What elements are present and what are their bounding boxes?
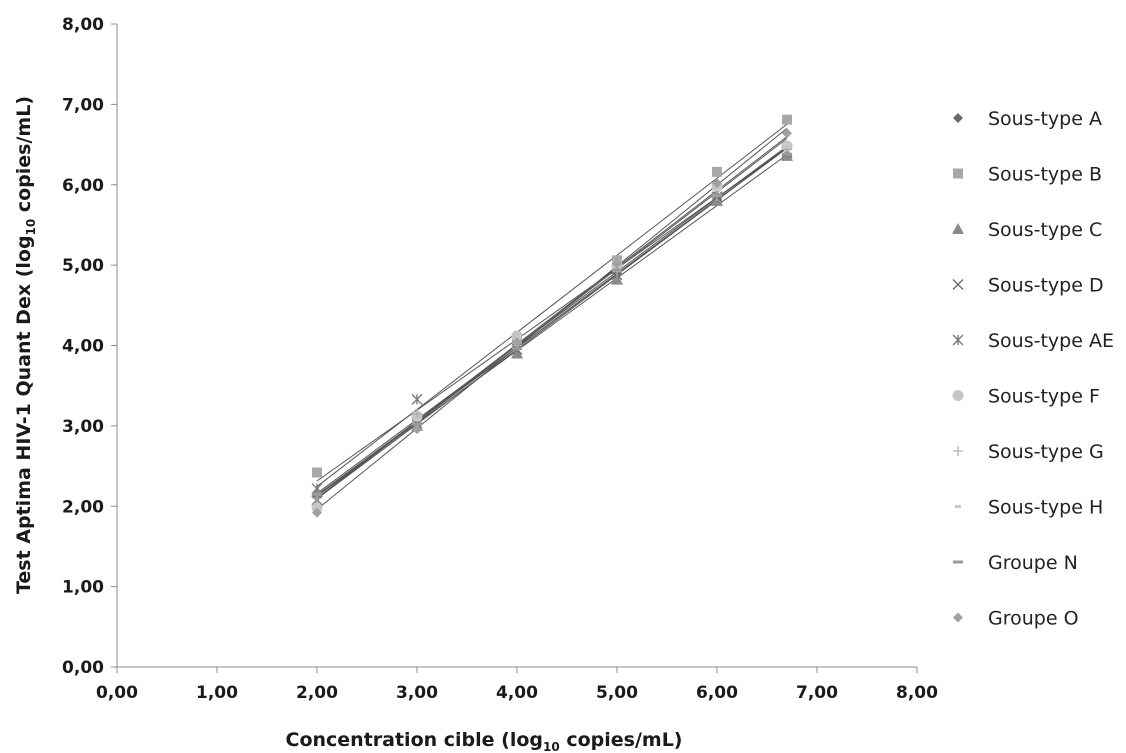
x-tick-label: 4,00 <box>496 683 538 703</box>
data-point <box>412 408 422 419</box>
y-axis-title-suffix: copies/mL) <box>13 96 35 219</box>
legend-marker <box>952 390 964 401</box>
trendline-group <box>316 123 788 510</box>
trendline-5 <box>316 147 788 482</box>
series-10-points <box>312 128 792 518</box>
data-point <box>312 507 322 518</box>
data-point <box>312 467 322 478</box>
legend-item: Sous-type A <box>953 108 1102 130</box>
data-point <box>612 258 622 269</box>
data-point <box>712 166 722 177</box>
legend-label: Sous-type A <box>988 108 1102 130</box>
y-tick-label: 4,00 <box>62 337 104 357</box>
legend-item: Sous-type D <box>952 275 1104 297</box>
data-point <box>511 330 523 342</box>
data-point <box>782 128 792 139</box>
legend-marker <box>952 223 964 234</box>
y-axis-title-subscript: 10 <box>24 219 38 236</box>
legend-marker <box>953 168 963 179</box>
y-tick-label: 1,00 <box>62 578 104 598</box>
legend-marker <box>952 279 964 290</box>
x-tick-label: 1,00 <box>196 683 238 703</box>
trendline-9 <box>316 147 788 496</box>
legend-marker <box>955 505 961 508</box>
x-tick-label: 8,00 <box>896 683 938 703</box>
data-point <box>782 114 792 125</box>
x-tick-label: 3,00 <box>396 683 438 703</box>
data-point <box>612 268 622 272</box>
legend-item: Sous-type H <box>955 497 1103 519</box>
data-point <box>414 417 420 421</box>
legend-label: Sous-type B <box>988 164 1102 186</box>
x-axis-title-prefix: Concentration cible (log <box>286 729 544 751</box>
y-tick-label: 8,00 <box>62 15 104 35</box>
legend-label: Groupe N <box>988 552 1078 574</box>
legend-marker <box>953 113 963 123</box>
data-point <box>712 192 722 196</box>
legend-marker <box>953 612 963 623</box>
data-point <box>311 483 323 495</box>
legend-item: Sous-type G <box>953 441 1104 463</box>
data-point <box>782 152 792 156</box>
y-tick-label: 2,00 <box>62 497 104 517</box>
data-point <box>784 143 790 147</box>
data-point-group <box>311 114 793 518</box>
series-2-points <box>312 114 792 478</box>
y-tick-label: 0,00 <box>62 658 104 678</box>
data-point <box>712 178 722 189</box>
data-point <box>412 424 422 435</box>
legend: Sous-type A Sous-type B Sous-type C Sous-ty… <box>952 108 1114 630</box>
x-tick-label: 6,00 <box>696 683 738 703</box>
x-tick-label: 7,00 <box>796 683 838 703</box>
legend-item: Sous-type AE <box>952 330 1114 352</box>
legend-label: Sous-type D <box>988 275 1104 297</box>
legend-item: Sous-type B <box>953 164 1102 186</box>
data-point <box>312 492 322 496</box>
trendline-7 <box>316 145 788 494</box>
legend-label: Sous-type C <box>988 219 1102 241</box>
x-tick-label: 2,00 <box>296 683 338 703</box>
data-point <box>512 347 522 351</box>
legend-item: Groupe N <box>953 552 1078 574</box>
data-point <box>512 337 522 348</box>
y-tick-label: 3,00 <box>62 417 104 437</box>
legend-marker <box>953 560 963 564</box>
legend-item: Sous-type F <box>952 386 1100 408</box>
data-point <box>411 393 423 405</box>
data-point <box>314 503 320 507</box>
legend-marker <box>953 446 963 456</box>
data-point <box>712 191 722 202</box>
y-axis-title-prefix: Test Aptima HIV-1 Quant Dex (log <box>13 235 35 594</box>
x-tick-label: 5,00 <box>596 683 638 703</box>
data-point <box>611 273 623 285</box>
y-tick-label: 6,00 <box>62 176 104 196</box>
legend-label: Sous-type AE <box>988 330 1114 352</box>
tick-group: 0,00 1,00 2,00 3,00 4,00 5,00 6,00 7,00 8,00 0,00… <box>62 15 938 703</box>
legend-marker <box>952 334 964 346</box>
y-axis-title: Test Aptima HIV-1 Quant Dex (log10 copie… <box>13 96 38 594</box>
x-tick-label: 0,00 <box>96 683 138 703</box>
legend-label: Sous-type F <box>988 386 1100 408</box>
y-tick-label: 7,00 <box>62 95 104 115</box>
legend-item: Sous-type C <box>952 219 1102 241</box>
data-point <box>714 188 720 192</box>
legend-label: Sous-type G <box>988 441 1104 463</box>
legend-label: Sous-type H <box>988 497 1103 519</box>
trendline-10 <box>316 127 788 510</box>
y-tick-label: 5,00 <box>62 256 104 276</box>
x-axis-title-suffix: copies/mL) <box>560 729 683 751</box>
legend-item: Groupe O <box>953 608 1079 630</box>
data-point <box>511 347 523 359</box>
trendline-2 <box>316 123 788 487</box>
x-axis-title: Concentration cible (log10 copies/mL) <box>286 729 683 753</box>
legend-label: Groupe O <box>988 608 1079 630</box>
x-axis-title-subscript: 10 <box>543 740 560 753</box>
